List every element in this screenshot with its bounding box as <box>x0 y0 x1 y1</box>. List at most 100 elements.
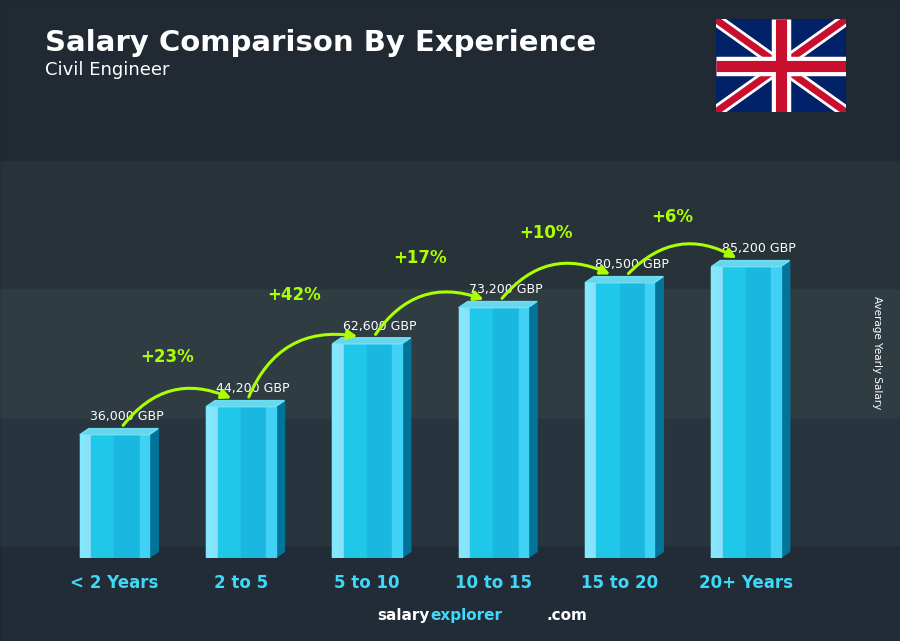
Bar <box>369 344 372 558</box>
Bar <box>0 417 900 423</box>
Bar <box>0 64 900 71</box>
Bar <box>493 308 496 558</box>
Bar <box>0 212 900 218</box>
Bar <box>250 407 252 558</box>
Bar <box>643 283 645 558</box>
Bar <box>0 538 900 545</box>
Bar <box>0 365 900 372</box>
Bar <box>482 308 484 558</box>
Bar <box>356 344 358 558</box>
Bar <box>502 308 505 558</box>
Text: +10%: +10% <box>519 224 573 242</box>
Text: +17%: +17% <box>393 249 447 267</box>
Polygon shape <box>206 401 284 407</box>
Bar <box>0 135 900 141</box>
Bar <box>234 407 236 558</box>
Bar <box>94 435 96 558</box>
Bar <box>647 283 650 558</box>
FancyBboxPatch shape <box>714 17 848 115</box>
Text: 85,200 GBP: 85,200 GBP <box>722 242 796 255</box>
Bar <box>617 283 619 558</box>
Bar <box>758 267 760 558</box>
Bar <box>126 435 129 558</box>
Bar <box>0 51 900 58</box>
Bar <box>751 267 753 558</box>
Bar <box>746 267 748 558</box>
Bar <box>107 435 110 558</box>
Bar <box>122 435 124 558</box>
Bar <box>638 283 641 558</box>
Bar <box>0 628 900 635</box>
Polygon shape <box>585 277 663 283</box>
Bar <box>348 344 351 558</box>
Bar <box>508 308 509 558</box>
Polygon shape <box>780 260 789 558</box>
Bar <box>645 283 647 558</box>
Bar <box>0 372 900 378</box>
Bar <box>376 344 379 558</box>
Bar <box>629 283 631 558</box>
Bar <box>472 308 475 558</box>
Text: explorer: explorer <box>430 608 502 623</box>
Bar <box>512 308 514 558</box>
Bar <box>332 344 338 558</box>
Bar <box>0 122 900 128</box>
Bar <box>0 199 900 205</box>
Bar <box>367 344 369 558</box>
Bar <box>0 109 900 115</box>
Bar <box>592 283 594 558</box>
Bar <box>0 173 900 179</box>
Bar <box>597 283 598 558</box>
Bar <box>496 308 498 558</box>
Bar <box>714 267 716 558</box>
Bar <box>360 344 363 558</box>
Bar <box>206 407 211 558</box>
Bar <box>206 407 209 558</box>
Bar <box>342 344 344 558</box>
Bar <box>739 267 742 558</box>
Bar <box>526 308 528 558</box>
Bar <box>0 160 900 167</box>
Bar <box>514 308 517 558</box>
Bar <box>0 429 900 436</box>
Bar <box>388 344 391 558</box>
Bar <box>0 276 900 282</box>
Bar <box>0 147 900 154</box>
Bar <box>0 288 900 295</box>
Text: .com: .com <box>546 608 587 623</box>
Bar <box>470 308 472 558</box>
Bar <box>339 344 342 558</box>
Bar <box>400 344 401 558</box>
Bar <box>498 308 500 558</box>
Bar <box>610 283 613 558</box>
Bar <box>224 407 227 558</box>
Bar <box>353 344 356 558</box>
Bar <box>0 590 900 596</box>
Bar <box>619 283 622 558</box>
Text: salary: salary <box>378 608 430 623</box>
Bar <box>0 314 900 320</box>
Bar <box>271 407 274 558</box>
Bar <box>518 308 521 558</box>
Bar <box>0 423 900 429</box>
Bar <box>129 435 130 558</box>
Bar <box>0 494 900 500</box>
Bar <box>774 267 776 558</box>
Bar <box>587 283 590 558</box>
Bar <box>601 283 603 558</box>
Bar <box>594 283 597 558</box>
Bar <box>631 283 634 558</box>
Bar <box>0 513 900 519</box>
Bar <box>0 603 900 609</box>
Bar <box>0 506 900 513</box>
Bar <box>372 344 374 558</box>
Text: 80,500 GBP: 80,500 GBP <box>595 258 670 272</box>
Bar <box>468 308 470 558</box>
Bar <box>0 179 900 186</box>
Bar <box>0 71 900 77</box>
Bar <box>0 19 900 26</box>
Bar <box>720 267 723 558</box>
Bar <box>489 308 491 558</box>
Bar <box>767 267 770 558</box>
Bar <box>0 192 900 199</box>
